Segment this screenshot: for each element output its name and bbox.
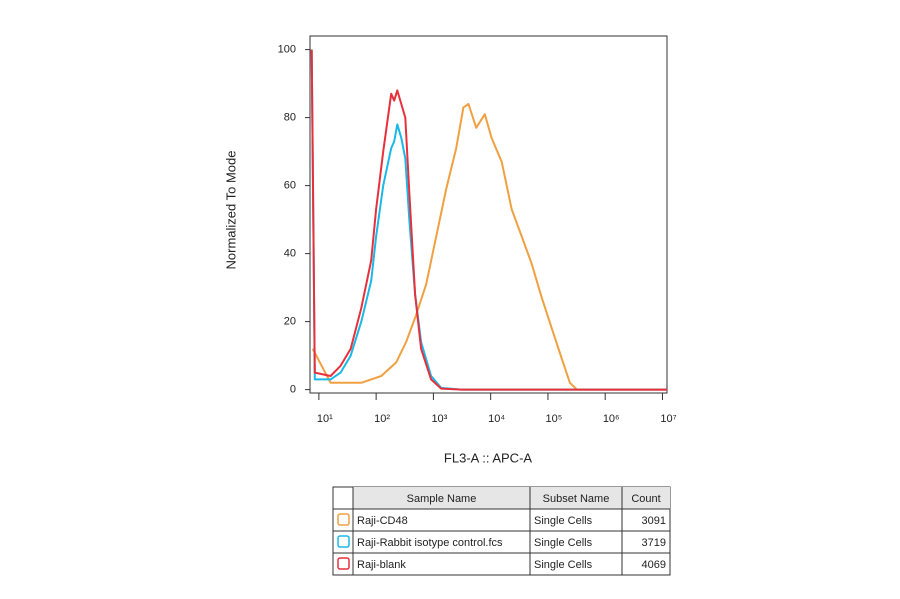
legend-subset: Single Cells (534, 559, 593, 571)
legend-name: Raji-Rabbit isotype control.fcs (357, 537, 503, 549)
x-tick-label: 10⁴ (488, 413, 505, 425)
legend-name: Raji-blank (357, 559, 406, 571)
y-tick-label: 80 (284, 112, 296, 124)
x-tick-label: 10³ (431, 413, 447, 425)
x-tick-label: 10¹ (317, 413, 333, 425)
series-line (311, 103, 667, 391)
x-tick-label: 10² (374, 413, 390, 425)
y-axis-label: Normalized To Mode (223, 151, 238, 270)
y-tick-label: 0 (290, 384, 296, 396)
x-tick-label: 10⁷ (660, 413, 676, 425)
legend-header: Sample Name (407, 493, 477, 505)
y-tick-label: 100 (278, 44, 296, 56)
y-tick-label: 20 (284, 316, 296, 328)
legend-swatch (337, 557, 350, 570)
legend-header: Count (631, 493, 660, 505)
legend-header: Subset Name (543, 493, 610, 505)
legend-subset: Single Cells (534, 515, 593, 527)
legend-count: 3091 (642, 515, 666, 527)
legend-header-bg (353, 487, 670, 509)
series-line (310, 49, 667, 391)
legend-count: 4069 (642, 559, 666, 571)
plot-frame (309, 35, 668, 394)
series-line (310, 49, 667, 391)
legend-count: 3719 (642, 537, 666, 549)
legend-subset: Single Cells (534, 537, 593, 549)
y-tick-label: 60 (284, 180, 296, 192)
legend-swatch (337, 535, 350, 548)
legend-swatch (337, 513, 350, 526)
x-axis-label: FL3-A :: APC-A (444, 450, 532, 465)
x-tick-label: 10⁶ (603, 413, 620, 425)
legend-name: Raji-CD48 (357, 515, 408, 527)
y-tick-label: 40 (284, 248, 296, 260)
x-tick-label: 10⁵ (546, 413, 563, 425)
